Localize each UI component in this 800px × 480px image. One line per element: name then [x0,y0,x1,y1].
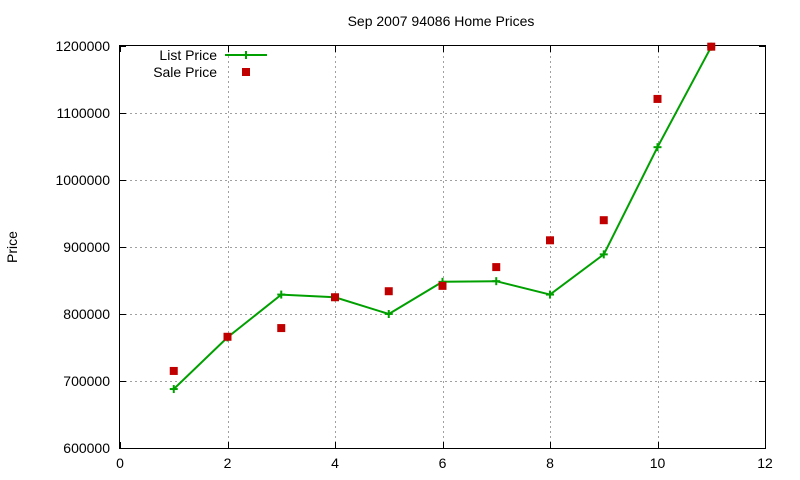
x-tick-label: 2 [224,455,232,471]
legend-square-marker [242,68,250,76]
sale-price-point [277,324,286,333]
legend-label: List Price [159,47,217,63]
y-tick-label: 1100000 [57,105,111,121]
sale-price-point [438,281,447,290]
sale-price-point [223,332,232,341]
y-tick-label: 700000 [63,373,110,389]
legend-plus-marker [242,51,250,59]
x-tick-label: 6 [439,455,447,471]
list-price-point [599,250,608,259]
sale-price-point [599,216,608,225]
series-list-price [169,42,716,394]
x-tick-label: 10 [650,455,666,471]
y-tick-label: 1200000 [55,38,110,54]
sale-price-point [331,293,339,302]
x-tick-label: 8 [546,455,554,471]
list-price-point [492,277,501,286]
y-tick-label: 600000 [63,440,110,456]
y-tick-label: 900000 [63,239,110,255]
plot-frame [119,45,766,449]
chart-title: Sep 2007 94086 Home Prices [348,13,535,29]
sale-price-point [653,94,662,103]
grid [120,46,765,448]
y-axis-label: Price [4,231,20,263]
x-tick-label: 0 [116,455,124,471]
x-tick-label: 4 [331,455,339,471]
list-price-line [173,46,713,390]
list-price-point [546,290,554,299]
list-price-point [384,310,393,318]
sale-price-point [546,236,554,245]
list-price-point [653,143,662,152]
series-sale-price [169,42,716,375]
list-price-point [169,385,178,394]
list-price-point [277,290,286,299]
sale-price-point [384,287,393,296]
x-tick-label: 12 [757,455,773,471]
sale-price-point [707,42,716,51]
y-tick-label: 800000 [63,306,110,322]
data-series [169,42,716,394]
legend-label: Sale Price [153,64,217,80]
sale-price-point [492,263,501,272]
axis-ticks: 0 2 4 6 8 10 12 600000 700000 800000 900000 1000000… [55,38,773,471]
sale-price-point [169,366,178,375]
y-tick-label: 1000000 [55,172,110,188]
